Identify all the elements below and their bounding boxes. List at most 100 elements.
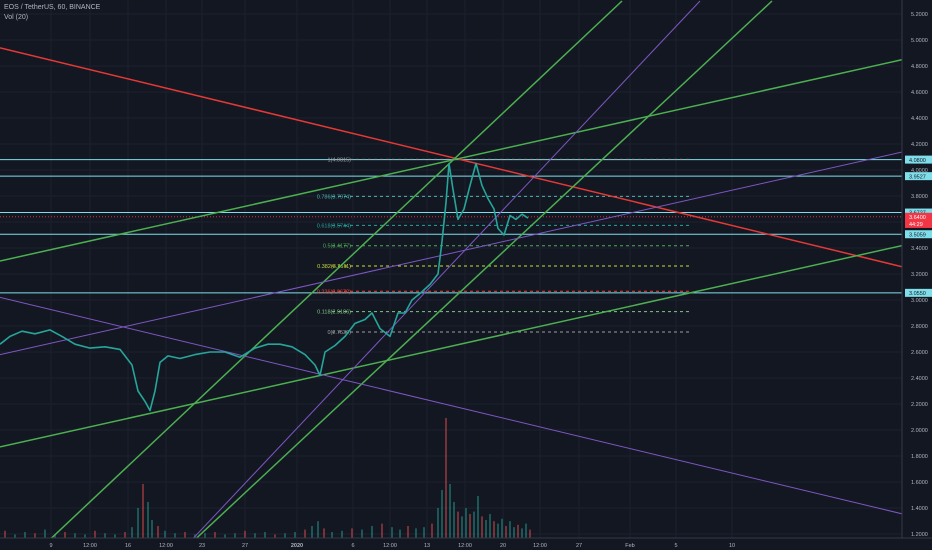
y-tick-label: 4.8000 [911, 64, 928, 70]
volume-bar [461, 516, 463, 538]
y-tick-label: 3.2000 [911, 272, 928, 278]
y-tick-label: 2.2000 [911, 402, 928, 408]
volume-bar [44, 529, 46, 538]
volume-bar [371, 526, 373, 538]
y-tick-label: 2.6000 [911, 350, 928, 356]
volume-bar [224, 534, 226, 538]
volume-bar [234, 533, 236, 538]
volume-bar [489, 514, 491, 538]
volume-bar [399, 529, 401, 538]
volume-bar [214, 532, 216, 538]
volume-bar [437, 508, 439, 538]
y-tick-label: 3.0000 [911, 298, 928, 304]
y-tick-label: 2.0000 [911, 428, 928, 434]
x-tick-label: 20 [500, 543, 506, 549]
volume-bar [415, 528, 417, 538]
volume-bar [137, 508, 139, 538]
fib-level-label: 0.382(3.2611) [317, 264, 351, 270]
volume-bar [294, 532, 296, 538]
x-tick-label: 10 [729, 543, 735, 549]
price-tag-box [905, 230, 932, 239]
y-tick-label: 3.4000 [911, 246, 928, 252]
volume-bar [54, 534, 56, 538]
volume-bar [423, 527, 425, 538]
y-tick-label: 4.0000 [911, 168, 928, 174]
x-tick-label: 2020 [291, 543, 303, 549]
price-tag-box [905, 208, 932, 217]
volume-bar [331, 532, 333, 538]
trend-line [192, 0, 701, 538]
price-tag-box [905, 212, 932, 221]
volume-bar [323, 528, 325, 538]
x-tick-label: 12:00 [383, 543, 397, 549]
volume-bar [147, 502, 149, 538]
volume-bar [453, 502, 455, 538]
trend-line [0, 58, 902, 262]
volume-bar [124, 532, 126, 538]
x-tick-label: 12:00 [458, 543, 472, 549]
price-tag-label: 3.5059 [909, 232, 926, 238]
volume-bar [445, 418, 447, 538]
volume-bar [457, 511, 459, 538]
y-tick-label: 3.8000 [911, 194, 928, 200]
volume-bar [317, 521, 319, 538]
chart-legend: EOS / TetherUS, 60, BINANCE Vol (20) [4, 3, 100, 23]
fib-level-label: 0.118(2.9106) [317, 310, 351, 316]
volume-bar [151, 520, 153, 538]
volume-bar [157, 526, 159, 538]
price-tag-label: 3.0550 [909, 291, 926, 297]
x-tick-label: 5 [674, 543, 677, 549]
volume-bar [473, 511, 475, 538]
volume-bar [114, 534, 116, 538]
volume-bar [184, 532, 186, 538]
symbol-title: EOS / TetherUS, 60, BINANCE [4, 4, 101, 11]
volume-bar [204, 533, 206, 538]
fib-level-label: 0(2.7539) [327, 330, 351, 336]
y-tick-label: 5.2000 [911, 12, 928, 18]
volume-bar [284, 533, 286, 538]
price-tag-label: 3.9527 [909, 174, 926, 180]
volume-bar [131, 527, 133, 538]
price-tag-box [905, 288, 932, 297]
volume-bar [449, 484, 451, 538]
trend-line [0, 244, 902, 448]
volume-bar [493, 521, 495, 538]
volume-bar [174, 533, 176, 538]
volume-bar [521, 528, 523, 538]
volume-bar [304, 529, 306, 538]
x-tick-label: 16 [125, 543, 131, 549]
volume-bar [509, 521, 511, 538]
trend-line [0, 47, 902, 268]
volume-bar [244, 530, 246, 538]
y-tick-label: 1.6000 [911, 480, 928, 486]
volume-bar [525, 523, 527, 538]
volume-bar [142, 484, 144, 538]
price-tag-label: 4.0800 [909, 158, 926, 164]
y-tick-label: 2.4000 [911, 376, 928, 382]
fib-level-label: 0.786(3.7974) [317, 194, 351, 200]
x-tick-label: 9 [49, 543, 52, 549]
price-tag-label: 3.6400 [909, 215, 926, 221]
volume-bar [485, 520, 487, 538]
volume-bar [264, 532, 266, 538]
x-tick-label: 12:00 [533, 543, 547, 549]
volume-bar [497, 523, 499, 538]
volume-bar [64, 532, 66, 538]
y-tick-label: 1.4000 [911, 506, 928, 512]
volume-bar [351, 528, 353, 538]
fib-level-label: 0.5(3.4177) [323, 244, 351, 250]
y-tick-label: 1.8000 [911, 454, 928, 460]
volume-bar [311, 526, 313, 538]
volume-bar [104, 533, 106, 538]
y-tick-label: 4.2000 [911, 142, 928, 148]
fib-level-label: 1(4.0815) [327, 157, 351, 163]
fib-level-label: 0.236(3.0672) [317, 289, 351, 295]
volume-indicator-label: Vol (20) [4, 14, 29, 21]
volume-bar [84, 534, 86, 538]
volume-bar [529, 529, 531, 538]
trend-line [0, 296, 902, 515]
volume-bar [274, 534, 276, 538]
volume-bar [341, 530, 343, 538]
